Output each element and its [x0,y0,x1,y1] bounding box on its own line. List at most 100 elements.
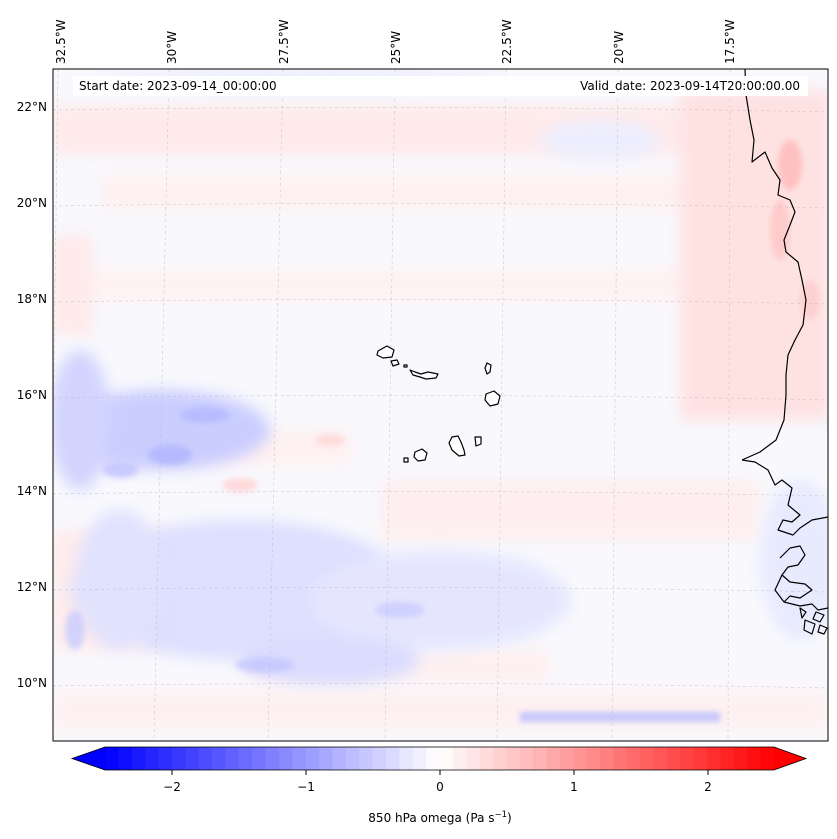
colorbar-cell [666,747,681,770]
colorbar-cell [693,747,708,770]
colorbar-cell [680,747,695,770]
colorbar-cell [372,747,387,770]
colorbar-cell [399,747,414,770]
colorbar-label-main: 850 hPa omega (Pa s [368,811,494,825]
omega-field [53,69,828,730]
colorbar-cell [493,747,507,770]
colorbar-cell [345,747,360,770]
island-fogo [413,448,428,462]
island-santa-luzia [403,364,408,368]
map-frame [52,68,829,742]
map-panel: Start date: 2023-09-14_00:00:00 Valid_da… [52,68,829,742]
colorbar-cell [640,747,655,770]
colorbar-cell [586,747,601,770]
island-sao-vicente [390,359,400,367]
coastline-africa [741,69,828,635]
colorbar-cell [600,747,615,770]
colorbar-cell [573,747,588,770]
colorbar-cell [359,747,374,770]
colorbar-cell [506,747,521,770]
island-boa-vista [484,390,501,407]
colorbar-cell [439,747,454,770]
island-sal [484,362,492,375]
lon-label: 25°W [389,31,403,64]
colorbar-cell [198,747,213,770]
colorbar-cell [385,747,400,770]
colorbar-cell [653,747,668,770]
lat-label: 12°N [17,580,47,594]
lat-labels: 22°N 20°N 18°N 16°N 14°N 12°N 10°N [17,100,47,690]
colorbar-extend-max [774,747,806,770]
lat-label: 10°N [17,676,47,690]
bijagos-islands [799,607,828,635]
colorbar-cell [546,747,561,770]
island-santiago [448,435,466,457]
colorbar-cell [720,747,735,770]
colorbar-cell [466,747,481,770]
colorbar-cell [519,747,534,770]
colorbar-extend-min [72,747,105,770]
colorbar-cell [225,747,240,770]
island-maio [474,436,482,447]
cape-verde-islands [376,345,501,463]
colorbar-cell [626,747,641,770]
colorbar-cell [412,747,427,770]
colorbar-tick-label: −1 [297,780,315,794]
colorbar-cell [185,747,200,770]
lon-labels: 32.5°W 30°W 27.5°W 25°W 22.5°W 20°W 17.5… [54,19,737,64]
colorbar-cell [332,747,347,770]
colorbar-label-close: ) [507,811,512,825]
colorbar-cell [559,747,574,770]
colorbar-cell [760,747,775,770]
lon-label: 20°W [612,31,626,64]
island-santo-antao [376,345,395,359]
colorbar-cells [105,747,775,770]
colorbar-cell [305,747,320,770]
colorbar-cell [118,747,133,770]
island-sao-nicolau [409,369,439,380]
lat-label: 22°N [17,100,47,114]
colorbar-outline [70,746,808,771]
lat-label: 18°N [17,292,47,306]
colorbar-label-exp: −1 [494,810,507,820]
lon-label: 27.5°W [277,19,291,64]
colorbar-cell [319,747,334,770]
start-date-label: Start date: 2023-09-14_00:00:00 [79,79,277,93]
colorbar-label: 850 hPa omega (Pa s−1) [368,810,511,825]
lon-label: 30°W [165,31,179,64]
lon-label: 17.5°W [723,19,737,64]
colorbar-cell [131,747,146,770]
lon-label: 22.5°W [500,19,514,64]
colorbar-cell [278,747,293,770]
colorbar-cell [292,747,307,770]
colorbar-cell [212,747,227,770]
colorbar-cell [479,747,494,770]
lon-label: 32.5°W [54,19,68,64]
colorbar-tick-label: 1 [570,780,578,794]
colorbar-cell [252,747,267,770]
colorbar-cell [238,747,253,770]
colorbar-cell [707,747,722,770]
colorbar: −2 −1 0 1 2 850 hPa omega (Pa s−1) [70,746,808,825]
colorbar-tick-label: −2 [163,780,181,794]
colorbar-cell [105,747,119,770]
colorbar-cell [265,747,280,770]
lat-label: 14°N [17,484,47,498]
colorbar-cell [145,747,160,770]
africa-coast-north [741,69,807,461]
header-strip [73,76,808,96]
colorbar-cell [171,747,186,770]
island-brava [403,457,409,463]
colorbar-cell [452,747,467,770]
colorbar-cell [613,747,628,770]
colorbar-cell [426,747,441,770]
colorbar-tick-label: 2 [704,780,712,794]
colorbar-ticks [171,770,709,775]
colorbar-tick-label: 0 [436,780,444,794]
colorbar-cell [733,747,748,770]
valid-date-label: Valid_date: 2023-09-14T20:00:00.00 [580,79,800,93]
colorbar-cell [747,747,762,770]
lat-label: 16°N [17,388,47,402]
lat-label: 20°N [17,196,47,210]
